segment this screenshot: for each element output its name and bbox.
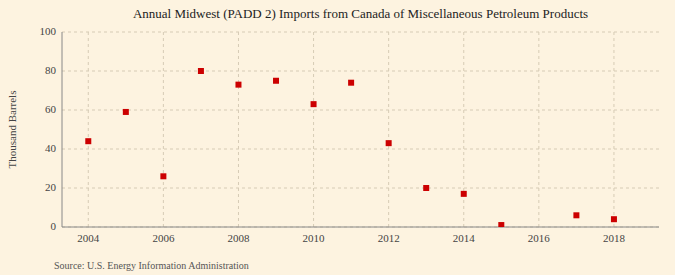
point [498,222,504,227]
y-axis-line [62,32,63,227]
x-tick-label: 2012 [378,232,400,244]
x-grid-line [463,32,464,227]
point [386,140,392,146]
x-grid-line [163,32,164,227]
y-tick-label: 40 [45,142,57,154]
x-tick-label: 2018 [603,232,626,244]
point [423,185,429,191]
y-tick-label: 100 [40,25,57,37]
points [85,68,617,227]
y-grid-line [62,188,659,189]
y-grid-line [62,149,659,150]
y-axis-label: Thousand Barrels [6,91,18,169]
x-grid-line [613,32,614,227]
point [573,212,579,218]
x-tick-label: 2006 [152,232,175,244]
y-grid-line [62,32,659,33]
chart-container: 0 20 40 60 80 100 2004 2006 2008 2010 2012 2014 2016… [0,0,675,275]
x-axis-line [62,227,659,228]
grid [62,32,659,227]
axes: 0 20 40 60 80 100 2004 2006 2008 2010 2012 2014 2016… [40,25,660,244]
x-tick-label: 2008 [227,232,250,244]
point [160,173,166,179]
x-tick-label: 2016 [528,232,551,244]
y-tick-label: 60 [45,103,57,115]
y-tick-label: 80 [45,64,57,76]
point [461,191,467,197]
y-grid-line [62,110,659,111]
title: Annual Midwest (PADD 2) Imports from Can… [133,6,588,21]
y-tick-label: 0 [51,220,57,232]
x-tick-label: 2014 [453,232,476,244]
point [123,109,129,115]
point [235,82,241,88]
point [611,216,617,222]
x-grid-line [88,32,89,227]
y-grid-line [62,227,659,228]
x-grid-line [238,32,239,227]
y-grid-line [62,71,659,72]
point [273,78,279,84]
point [198,68,204,74]
y-tick-label: 20 [45,181,57,193]
point [348,80,354,86]
background [0,0,675,275]
x-tick-label: 2004 [77,232,100,244]
point [85,138,91,144]
x-tick-label: 2010 [303,232,326,244]
source-note: Source: U.S. Energy Information Administ… [54,260,249,271]
chart: 0 20 40 60 80 100 2004 2006 2008 2010 2012 2014 2016… [0,0,675,275]
x-grid-line [538,32,539,227]
x-grid-line [313,32,314,227]
point [311,101,317,107]
x-grid-line [388,32,389,227]
